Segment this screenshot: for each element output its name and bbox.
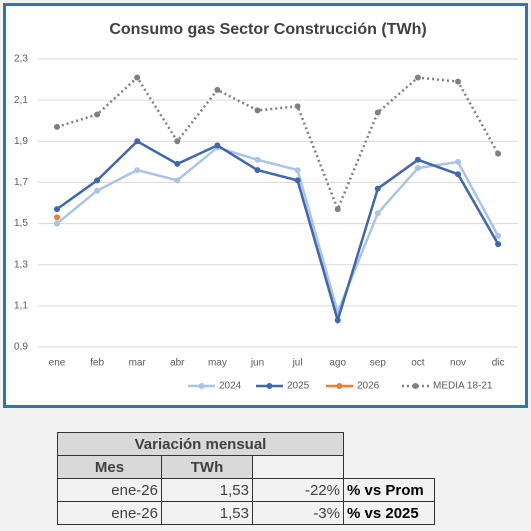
point bbox=[214, 142, 221, 149]
x-tick-label: ago bbox=[329, 358, 346, 369]
point bbox=[54, 214, 60, 221]
table-title: Variación mensual bbox=[57, 432, 344, 456]
point bbox=[334, 206, 341, 213]
point bbox=[414, 165, 421, 172]
x-tick-label: oct bbox=[411, 358, 425, 369]
y-tick-label: 1,9 bbox=[14, 136, 28, 147]
point bbox=[94, 177, 101, 184]
cell: -3% bbox=[252, 501, 344, 525]
x-tick-label: mar bbox=[129, 358, 147, 369]
x-tick-label: may bbox=[208, 358, 227, 369]
point bbox=[414, 74, 421, 81]
point bbox=[495, 150, 502, 157]
point bbox=[374, 185, 381, 192]
legend-label: 2024 bbox=[219, 381, 242, 392]
point bbox=[254, 167, 261, 174]
legend-marker bbox=[336, 383, 343, 389]
point bbox=[294, 167, 301, 174]
cell: ene-26 bbox=[57, 501, 162, 525]
y-tick-label: 1,1 bbox=[14, 300, 28, 311]
point bbox=[54, 123, 60, 130]
y-tick-label: 0,9 bbox=[14, 342, 28, 353]
x-tick-label: jun bbox=[250, 358, 264, 369]
point bbox=[134, 167, 141, 174]
point bbox=[374, 109, 381, 116]
y-tick-label: 1,3 bbox=[14, 259, 28, 270]
point bbox=[495, 241, 502, 248]
point bbox=[174, 138, 181, 145]
legend-label: 2025 bbox=[287, 381, 310, 392]
x-tick-label: dic bbox=[492, 358, 505, 369]
point bbox=[94, 111, 101, 118]
chart-frame: Consumo gas Sector Construcción (TWh) 0,… bbox=[3, 3, 528, 408]
cell: 1,53 bbox=[161, 478, 253, 502]
cell: 1,53 bbox=[161, 501, 253, 525]
point bbox=[414, 156, 421, 163]
cell: ene-26 bbox=[57, 478, 162, 502]
point bbox=[455, 158, 461, 165]
table-header: TWh bbox=[161, 455, 253, 479]
point bbox=[294, 103, 301, 110]
legend-marker bbox=[412, 383, 419, 389]
legend-marker bbox=[266, 383, 273, 389]
chart-title: Consumo gas Sector Construcción (TWh) bbox=[109, 21, 426, 38]
x-tick-label: nov bbox=[450, 358, 466, 369]
x-tick-label: jul bbox=[292, 358, 303, 369]
series-line bbox=[56, 146, 500, 316]
x-tick-label: feb bbox=[90, 358, 104, 369]
point bbox=[294, 177, 301, 184]
point bbox=[254, 107, 261, 114]
point bbox=[134, 74, 141, 81]
y-tick-label: 1,7 bbox=[14, 177, 28, 188]
legend-marker bbox=[198, 383, 205, 389]
y-tick-label: 2,1 bbox=[14, 95, 28, 106]
table-header: Mes bbox=[57, 455, 162, 479]
point bbox=[174, 160, 181, 167]
point bbox=[134, 138, 141, 145]
x-tick-label: ene bbox=[49, 358, 66, 369]
cell: -22% bbox=[252, 478, 344, 502]
point bbox=[455, 78, 461, 85]
cell: % vs 2025 bbox=[343, 501, 435, 525]
legend-label: MEDIA 18-21 bbox=[433, 381, 493, 392]
point bbox=[94, 187, 101, 194]
series-line bbox=[56, 139, 500, 325]
cell: % vs Prom bbox=[343, 478, 435, 502]
series-line bbox=[56, 75, 500, 213]
point bbox=[495, 232, 502, 239]
point bbox=[214, 86, 221, 93]
point bbox=[254, 156, 261, 163]
chart: Consumo gas Sector Construcción (TWh) 0,… bbox=[14, 21, 518, 392]
point bbox=[334, 317, 341, 324]
legend-label: 2026 bbox=[357, 381, 380, 392]
point bbox=[174, 177, 181, 184]
point bbox=[374, 210, 381, 217]
variation-table: Variación mensual Mes TWh ene-26 1,53 -22%%… bbox=[57, 432, 435, 525]
y-tick-label: 2,3 bbox=[14, 54, 28, 65]
point bbox=[54, 220, 60, 227]
x-tick-label: sep bbox=[370, 358, 387, 369]
point bbox=[455, 171, 461, 178]
y-tick-label: 1,5 bbox=[14, 218, 28, 229]
x-tick-label: abr bbox=[170, 358, 185, 369]
point bbox=[54, 206, 60, 213]
